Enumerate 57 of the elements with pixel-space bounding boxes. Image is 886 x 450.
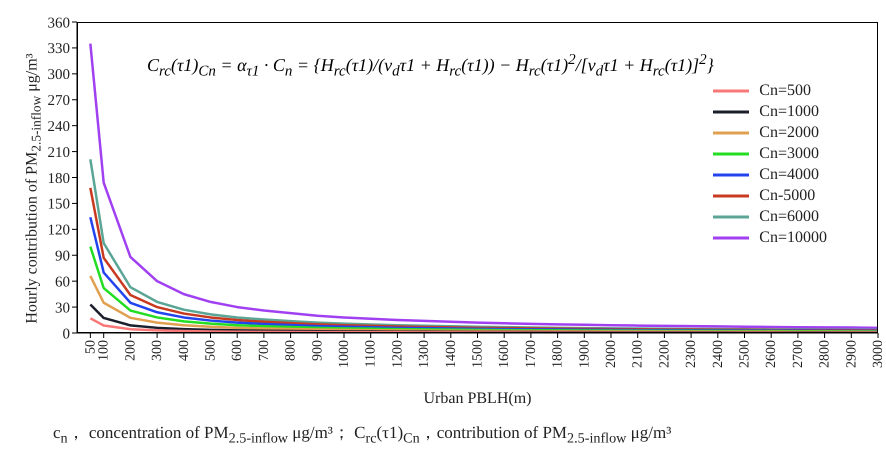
legend-label: Cn=500 (759, 82, 811, 100)
y-tick-label: 0 (62, 326, 70, 342)
x-tick-label: 1200 (390, 340, 406, 368)
x-tick-label: 2900 (844, 340, 860, 368)
x-tick-label: 700 (256, 340, 272, 361)
x-tick-label: 1400 (444, 340, 459, 368)
x-tick-label: 1900 (577, 340, 592, 368)
x-axis-title: Urban PBLH(m) (424, 390, 532, 407)
legend-label: Cn=4000 (759, 166, 819, 184)
text: C$_{rc}$(τ1)$_{Cn}$ = α$_{τ1}$ · C$_{n}$ = {H$_{rc}$(τ1)/(v$_{d}$τ1 + H$_{rc}$(τ1)) − H$_{rc}$(τ1)$^{2}$/[v$_{d}$τ1 + H$_{rc}$(τ1)]$^{2}$} (147, 52, 714, 80)
y-tick-label: 240 (48, 118, 70, 135)
x-tick-label: 2500 (738, 340, 752, 368)
x-tick-label: 900 (310, 340, 326, 361)
legend-label: Cn=1000 (759, 102, 819, 120)
x-tick-label: 100 (96, 340, 112, 361)
legend-label: Cn=6000 (759, 208, 819, 226)
y-tick-label: 330 (48, 41, 70, 58)
y-tick-label: 360 (48, 15, 70, 32)
legend-label: Cn=2000 (759, 124, 819, 142)
line-series (89, 42, 878, 330)
y-tick-label: 60 (55, 274, 70, 290)
y-tick-label: 150 (48, 196, 70, 213)
legend-label: Cn=10000 (759, 228, 827, 246)
x-tick-label: 1700 (524, 340, 539, 368)
x-tick-label: 300 (150, 340, 166, 361)
line-series (89, 317, 878, 333)
y-tick-label: 90 (55, 248, 70, 265)
x-tick-label: 200 (123, 340, 138, 361)
x-tick-label: 1500 (470, 340, 486, 368)
x-tick-label: 2700 (790, 340, 806, 368)
x-tick-label: 800 (284, 340, 299, 361)
x-tick-label: 1300 (417, 340, 432, 368)
y-tick-label: 30 (55, 300, 70, 316)
x-tick-label: 3000 (871, 340, 886, 368)
x-tick-label: 400 (176, 340, 192, 361)
x-tick-label: 1600 (497, 340, 512, 368)
x-tick-label: 2400 (710, 340, 726, 368)
x-tick-label: 600 (230, 340, 246, 361)
y-tick-label: 180 (48, 170, 70, 187)
x-tick-label: 50 (83, 340, 98, 354)
x-tick-label: 500 (204, 340, 218, 361)
y-tick-label: 210 (48, 144, 70, 161)
y-tick-label: 120 (48, 222, 70, 239)
x-tick-label: 1100 (364, 340, 379, 368)
x-tick-label: 2300 (684, 340, 700, 368)
x-tick-label: 2200 (657, 340, 672, 368)
x-tick-label: 2100 (630, 340, 646, 368)
y-tick-label: 300 (48, 67, 70, 84)
y-tick-label: 270 (48, 93, 70, 110)
text: c$_{n}$， concentration of PM$_{2.5-inflow}$ μg/m³； C$_{rc}$(τ1)$_{Cn}$，contribution of PM$_{2.5-inflow}$ μg/m³ (53, 423, 672, 446)
x-tick-label: 2000 (604, 340, 619, 368)
x-tick-label: 1800 (550, 340, 566, 368)
x-tick-label: 1000 (337, 340, 352, 368)
legend-label: Cn=3000 (759, 144, 819, 162)
legend-label: Cn-5000 (759, 186, 816, 204)
x-tick-label: 2800 (818, 340, 833, 368)
x-tick-label: 2600 (764, 340, 780, 368)
